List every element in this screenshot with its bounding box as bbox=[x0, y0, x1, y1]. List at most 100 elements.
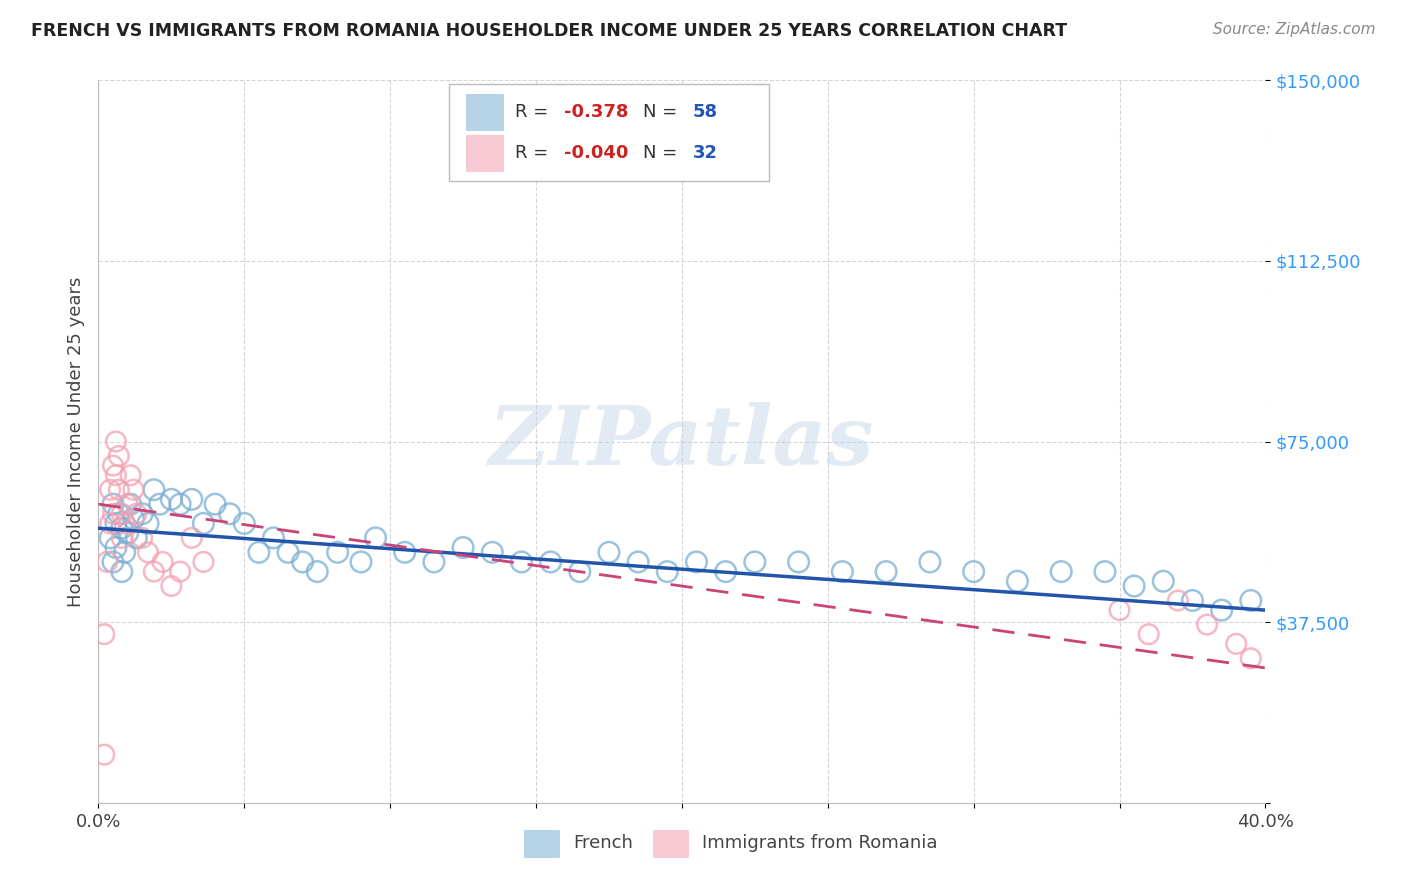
Point bbox=[104, 468, 127, 483]
Point bbox=[93, 747, 115, 762]
Text: FRENCH VS IMMIGRANTS FROM ROMANIA HOUSEHOLDER INCOME UNDER 25 YEARS CORRELATION : FRENCH VS IMMIGRANTS FROM ROMANIA HOUSEH… bbox=[31, 22, 1067, 40]
Point bbox=[98, 516, 121, 531]
FancyBboxPatch shape bbox=[652, 830, 688, 857]
Text: 32: 32 bbox=[692, 145, 717, 162]
Point bbox=[510, 555, 533, 569]
Y-axis label: Householder Income Under 25 years: Householder Income Under 25 years bbox=[66, 277, 84, 607]
Point bbox=[657, 565, 679, 579]
Point bbox=[93, 627, 115, 641]
Point bbox=[136, 545, 159, 559]
Text: 58: 58 bbox=[692, 103, 717, 121]
Point bbox=[120, 497, 142, 511]
Point bbox=[111, 507, 134, 521]
Point bbox=[104, 541, 127, 555]
FancyBboxPatch shape bbox=[524, 830, 560, 857]
Text: Immigrants from Romania: Immigrants from Romania bbox=[702, 833, 938, 852]
Point bbox=[117, 526, 139, 541]
Point bbox=[1137, 627, 1160, 641]
Text: ZIPatlas: ZIPatlas bbox=[489, 401, 875, 482]
Point bbox=[1167, 593, 1189, 607]
Point bbox=[1050, 565, 1073, 579]
Point bbox=[1240, 593, 1263, 607]
Point bbox=[142, 483, 165, 497]
Point bbox=[125, 507, 148, 521]
Point bbox=[1240, 651, 1263, 665]
Text: N =: N = bbox=[644, 103, 683, 121]
Point bbox=[233, 516, 256, 531]
Text: R =: R = bbox=[515, 145, 554, 162]
Point bbox=[160, 579, 183, 593]
FancyBboxPatch shape bbox=[465, 136, 503, 171]
Point bbox=[169, 565, 191, 579]
Point bbox=[481, 545, 503, 559]
Text: R =: R = bbox=[515, 103, 554, 121]
Point bbox=[122, 483, 145, 497]
Point bbox=[180, 531, 202, 545]
Point bbox=[831, 565, 853, 579]
Point bbox=[180, 492, 202, 507]
Text: Source: ZipAtlas.com: Source: ZipAtlas.com bbox=[1212, 22, 1375, 37]
Point bbox=[394, 545, 416, 559]
Point bbox=[291, 555, 314, 569]
Point bbox=[101, 555, 124, 569]
Point bbox=[193, 516, 215, 531]
Point bbox=[714, 565, 737, 579]
Point bbox=[540, 555, 562, 569]
Point bbox=[108, 483, 131, 497]
Point bbox=[111, 565, 134, 579]
Point bbox=[307, 565, 329, 579]
Point bbox=[627, 555, 650, 569]
Point bbox=[169, 497, 191, 511]
Point bbox=[193, 555, 215, 569]
Point bbox=[111, 531, 134, 545]
Point bbox=[1152, 574, 1174, 589]
Point bbox=[423, 555, 446, 569]
Point bbox=[277, 545, 299, 559]
Point bbox=[101, 497, 124, 511]
Point bbox=[131, 531, 153, 545]
Point bbox=[744, 555, 766, 569]
Point bbox=[131, 507, 153, 521]
Point bbox=[108, 507, 131, 521]
Point bbox=[962, 565, 984, 579]
Point bbox=[104, 516, 127, 531]
Point bbox=[204, 497, 226, 511]
Point bbox=[111, 521, 134, 535]
Point bbox=[149, 497, 172, 511]
Point bbox=[350, 555, 373, 569]
Point bbox=[451, 541, 474, 555]
Point bbox=[125, 531, 148, 545]
Text: French: French bbox=[574, 833, 633, 852]
Point bbox=[326, 545, 349, 559]
Point bbox=[1225, 637, 1247, 651]
Point bbox=[152, 555, 174, 569]
FancyBboxPatch shape bbox=[465, 94, 503, 130]
Point bbox=[364, 531, 387, 545]
Point bbox=[114, 545, 136, 559]
Point bbox=[136, 516, 159, 531]
Point bbox=[568, 565, 591, 579]
Point bbox=[142, 565, 165, 579]
Point bbox=[262, 531, 284, 545]
Point bbox=[1007, 574, 1029, 589]
Point bbox=[98, 531, 121, 545]
Point bbox=[101, 507, 124, 521]
Point bbox=[108, 449, 131, 463]
Point bbox=[98, 483, 121, 497]
Point bbox=[247, 545, 270, 559]
Point bbox=[104, 434, 127, 449]
Point bbox=[101, 458, 124, 473]
FancyBboxPatch shape bbox=[449, 84, 769, 181]
Point bbox=[685, 555, 707, 569]
Point bbox=[787, 555, 810, 569]
Point bbox=[218, 507, 240, 521]
Point bbox=[598, 545, 620, 559]
Point bbox=[875, 565, 897, 579]
Point bbox=[1094, 565, 1116, 579]
Text: N =: N = bbox=[644, 145, 683, 162]
Point bbox=[1211, 603, 1233, 617]
Text: -0.378: -0.378 bbox=[564, 103, 628, 121]
Text: -0.040: -0.040 bbox=[564, 145, 628, 162]
Point bbox=[918, 555, 941, 569]
Point bbox=[114, 516, 136, 531]
